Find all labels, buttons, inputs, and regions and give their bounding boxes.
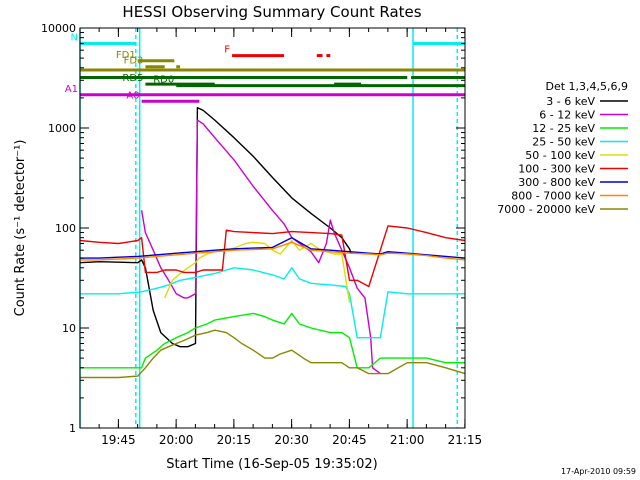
series-line-2 [80, 312, 465, 369]
series-line-1 [140, 119, 381, 375]
legend-label-1: 6 - 12 keV [539, 109, 595, 122]
state-label-6: RD5 [122, 73, 143, 84]
legend-label-5: 100 - 300 keV [518, 163, 595, 176]
footer-timestamp: 17-Apr-2010 09:59 [561, 467, 636, 476]
series-line-3 [80, 267, 465, 339]
state-label-2: FD1 [116, 50, 136, 61]
x-tick-label-5: 21:00 [390, 433, 425, 447]
state-label-7: RD0 [153, 75, 174, 86]
x-axis-label: Start Time (16-Sep-05 19:35:02) [166, 457, 377, 472]
y-tick-label-2: 100 [55, 222, 76, 235]
legend-label-6: 300 - 800 keV [518, 176, 595, 189]
y-axis-label: Count Rate (s⁻¹ detector⁻¹) [13, 140, 28, 317]
legend-label-7: 800 - 7000 keV [511, 190, 595, 203]
state-label-1: F [224, 45, 230, 56]
x-tick-label-0: 19:45 [101, 433, 136, 447]
legend-label-4: 50 - 100 keV [525, 149, 595, 162]
series-line-8 [80, 329, 466, 379]
series-line-6 [80, 236, 466, 259]
chart-title: HESSI Observing Summary Count Rates [122, 3, 421, 21]
x-tick-label-3: 20:30 [274, 433, 309, 447]
state-label-9: A0 [126, 90, 139, 101]
state-label-3: FD3 [124, 56, 144, 67]
series-line-5 [79, 225, 466, 288]
legend-label-8: 7000 - 20000 keV [497, 203, 595, 216]
x-tick-label-2: 20:15 [217, 433, 252, 447]
legend-label-0: 3 - 6 keV [546, 95, 595, 108]
state-label-8: A1 [65, 84, 78, 95]
axis-layer: 1 10 100 1000 10000 19:45 20:00 20:15 20:30 20:45… [41, 22, 482, 447]
x-tick-label-4: 20:45 [332, 433, 367, 447]
x-tick-label-6: 21:15 [448, 433, 483, 447]
y-tick-label-3: 1000 [48, 122, 76, 135]
x-tick-label-1: 20:00 [159, 433, 194, 447]
y-tick-label-1: 10 [62, 322, 76, 335]
series-layer [79, 106, 466, 379]
legend-label-3: 25 - 50 keV [532, 136, 595, 149]
y-tick-label-4: 10000 [41, 22, 76, 35]
legend-title: Det 1,3,4,5,6,9 [545, 80, 628, 93]
legend-label-2: 12 - 25 keV [532, 122, 595, 135]
state-label-0: N [71, 32, 78, 43]
series-line-7 [80, 241, 466, 261]
y-tick-label-0: 1 [69, 422, 76, 435]
